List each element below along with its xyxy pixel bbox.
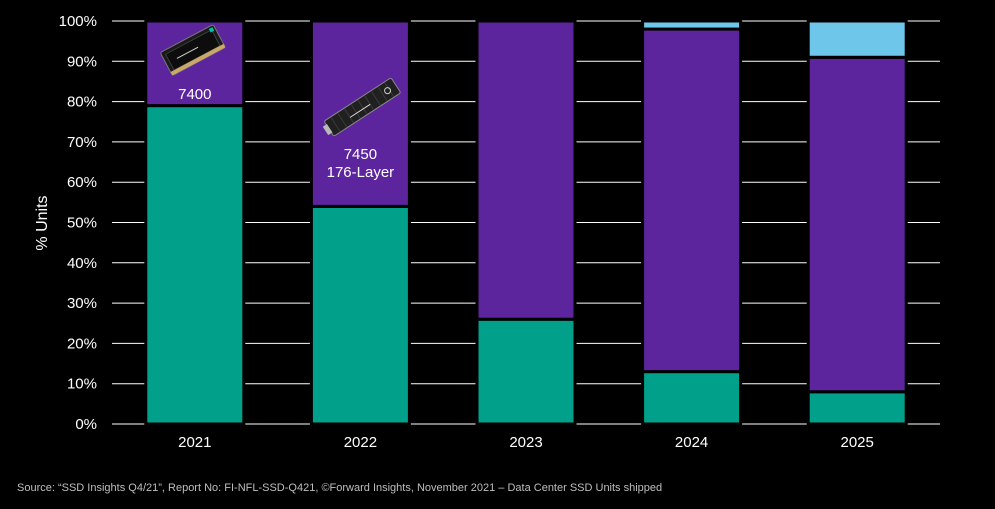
x-tick-labels: 2021 2022 2023 2024 2025 — [178, 434, 874, 451]
annotation-label: 7450 — [344, 146, 377, 163]
x-tick-label: 2021 — [178, 434, 211, 451]
bar-segment-2025-3 — [806, 19, 908, 59]
annotation-label: 7400 — [178, 86, 211, 103]
bar-segment-2025-2 — [806, 55, 908, 394]
y-tick-label: 0% — [75, 416, 97, 433]
y-tick-label: 70% — [67, 134, 97, 151]
x-tick-label: 2022 — [344, 434, 377, 451]
y-tick-label: 90% — [67, 53, 97, 70]
y-tick-label: 80% — [67, 94, 97, 111]
source-footnote: Source: “SSD Insights Q4/21”, Report No:… — [17, 482, 663, 494]
bar-segment-2025-1 — [806, 390, 908, 426]
bar-segment-2024-3 — [641, 19, 743, 31]
y-axis-label: % Units — [34, 195, 51, 250]
bar-segment-2023-2 — [475, 19, 577, 321]
m2-ssd-icon — [322, 77, 401, 137]
bar-segment-2024-1 — [641, 370, 743, 426]
annotation-label: 176-Layer — [327, 164, 395, 181]
y-tick-label: 100% — [59, 13, 97, 30]
bar-segment-2023-1 — [475, 317, 577, 426]
y-tick-label: 20% — [67, 335, 97, 352]
y-tick-label: 40% — [67, 255, 97, 272]
y-tick-label: 30% — [67, 295, 97, 312]
ssd-drive-icon — [160, 24, 226, 76]
y-tick-label: 60% — [67, 174, 97, 191]
x-tick-label: 2025 — [841, 434, 874, 451]
bar-segment-2021-1 — [144, 104, 246, 426]
bar-segment-2022-1 — [309, 204, 411, 426]
bars — [144, 19, 908, 426]
stacked-bar-chart: 0%10%20%30%40%50%60%70%80%90%100% 2021 20… — [34, 13, 940, 451]
y-tick-label: 50% — [67, 215, 97, 232]
x-tick-label: 2024 — [675, 434, 708, 451]
y-tick-labels: 0% 10% 20% 30% 40% 50% 60% 70% 80% 90% 100% — [59, 13, 97, 433]
bar-segment-2024-2 — [641, 27, 743, 374]
x-tick-label: 2023 — [509, 434, 542, 451]
y-tick-label: 10% — [67, 376, 97, 393]
